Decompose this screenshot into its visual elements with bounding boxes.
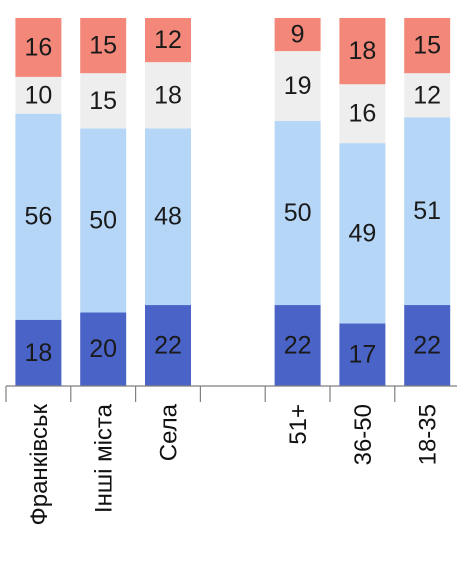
bar-segment-51-s2 — [274, 121, 321, 306]
data-label-18-35-s1: 22 — [413, 332, 441, 360]
bar-segment-18-35-s1 — [404, 305, 451, 386]
data-label-51-s2: 50 — [284, 199, 312, 227]
bar-segment-села-s2 — [145, 128, 191, 306]
data-label-51-s4: 9 — [291, 21, 305, 49]
data-label-36-50-s2: 49 — [348, 219, 376, 247]
data-label-франківськ-s2: 56 — [24, 203, 52, 231]
x-tick-label-36-50: 36-50 — [350, 404, 377, 465]
x-axis — [5, 385, 457, 402]
data-label-інші-міста-s3: 15 — [89, 87, 117, 115]
bar-segment-інші-міста-s3 — [80, 73, 127, 129]
data-label-інші-міста-s4: 15 — [89, 32, 117, 60]
bar-segment-інші-міста-s4 — [80, 18, 127, 74]
bar-segment-51-s4 — [274, 18, 321, 52]
bar-segment-села-s1 — [145, 305, 191, 386]
data-label-51-s3: 19 — [284, 72, 312, 100]
bar-segment-села-s4 — [145, 18, 191, 63]
bar-segment-франківськ-s1 — [15, 319, 62, 386]
bar-segment-18-35-s3 — [404, 73, 451, 118]
data-label-інші-міста-s1: 20 — [89, 335, 117, 363]
data-label-франківськ-s3: 10 — [24, 81, 52, 109]
bar-segment-інші-міста-s2 — [80, 128, 127, 313]
bar-segment-36-50-s3 — [339, 84, 386, 144]
bar-segment-36-50-s2 — [339, 143, 386, 324]
bar-segment-36-50-s4 — [339, 18, 386, 85]
bar-segment-інші-міста-s1 — [80, 312, 127, 386]
data-label-36-50-s3: 16 — [348, 100, 376, 128]
x-tick-label-18-35: 18-35 — [415, 404, 442, 465]
bar-segment-36-50-s1 — [339, 323, 386, 386]
data-label-села-s1: 22 — [154, 332, 182, 360]
bar-segment-51-s1 — [274, 305, 321, 386]
data-label-села-s4: 12 — [154, 26, 182, 54]
data-label-18-35-s2: 51 — [413, 197, 441, 225]
x-tick-label-інші-міста: Інші міста — [91, 403, 118, 513]
bar-segment-51-s3 — [274, 51, 321, 122]
x-tick-labels: Франківськ Інші міста Села 51+ 36-50 18-35 — [26, 403, 442, 525]
data-label-51-s1: 22 — [284, 332, 312, 360]
x-tick-label-села: Села — [156, 403, 183, 461]
bar-segment-франківськ-s4 — [15, 18, 62, 77]
x-tick-label-51: 51+ — [285, 404, 312, 445]
bar-segment-18-35-s2 — [404, 117, 451, 306]
data-label-18-35-s3: 12 — [413, 81, 441, 109]
data-label-франківськ-s1: 18 — [24, 339, 52, 367]
data-label-франківськ-s4: 16 — [24, 33, 52, 61]
data-label-інші-міста-s2: 50 — [89, 206, 117, 234]
data-label-18-35-s4: 15 — [413, 32, 441, 60]
x-tick-label-франківськ: Франківськ — [26, 404, 53, 526]
bar-segment-франківськ-s2 — [15, 113, 62, 320]
bars-layer: 18 56 10 16 20 50 15 15 22 48 18 12 22 50 19 9 17 49 16 18 2… — [15, 18, 451, 386]
bar-segment-села-s3 — [145, 62, 191, 129]
bar-segment-франківськ-s3 — [15, 76, 62, 114]
data-label-села-s3: 18 — [154, 81, 182, 109]
data-label-36-50-s1: 17 — [348, 341, 376, 369]
data-label-36-50-s4: 18 — [348, 37, 376, 65]
data-label-села-s2: 48 — [154, 203, 182, 231]
bar-segment-18-35-s4 — [404, 18, 451, 74]
